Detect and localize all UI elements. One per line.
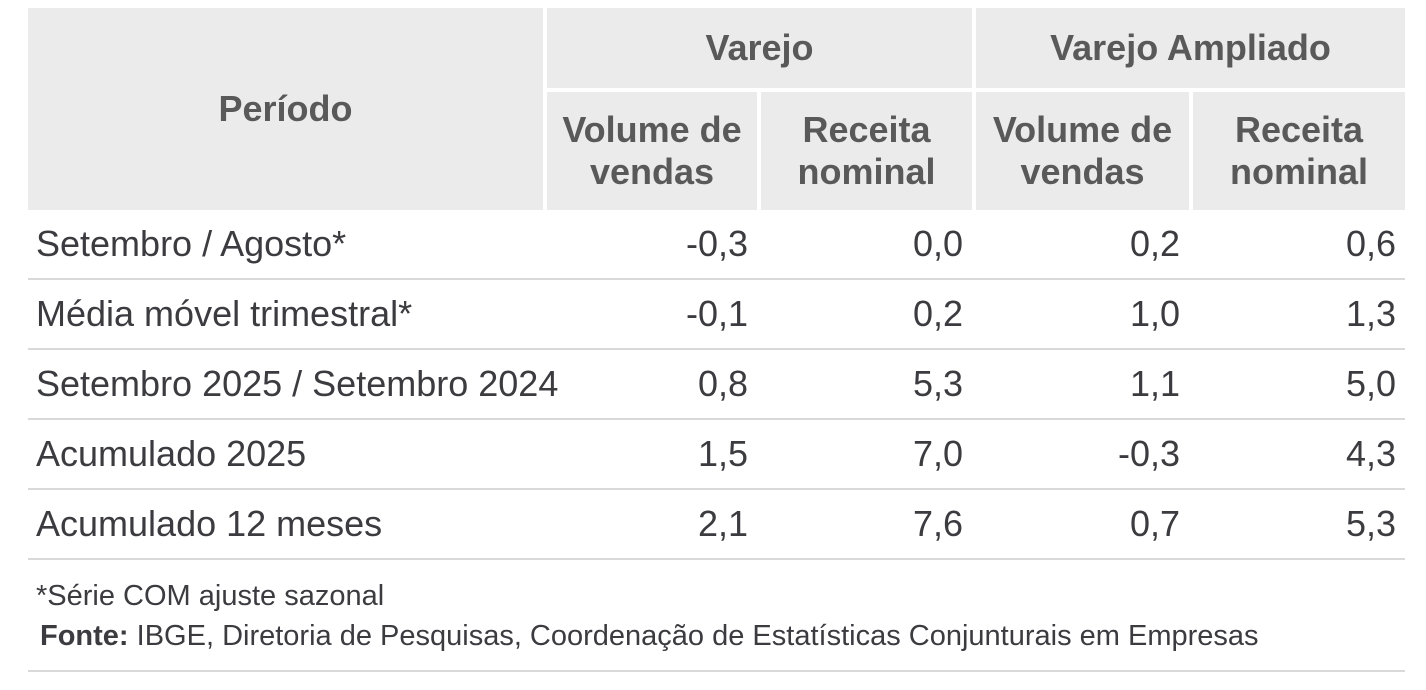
table-row: Média móvel trimestral* -0,1 0,2 1,0 1,3: [28, 280, 1405, 350]
row-label: Setembro / Agosto*: [36, 223, 347, 264]
header-group-varejo: Varejo: [547, 8, 972, 88]
cell-value: 1,0: [1129, 293, 1180, 334]
cell-value: 1,5: [697, 433, 748, 474]
cell-value: 7,0: [912, 433, 963, 474]
cell-value: 0,8: [697, 363, 748, 404]
cell-value: 0,7: [1129, 503, 1180, 544]
source-line: Fonte: IBGE, Diretoria de Pesquisas, Coo…: [36, 616, 1405, 656]
cell-value: 5,3: [1345, 503, 1396, 544]
retail-statistics-table: Período Varejo Varejo Ampliado Volume de…: [28, 8, 1405, 672]
table-row: Acumulado 12 meses 2,1 7,6 0,7 5,3: [28, 490, 1405, 560]
table-row: Setembro 2025 / Setembro 2024 0,8 5,3 1,…: [28, 350, 1405, 420]
cell-value: 7,6: [912, 503, 963, 544]
cell-value: 2,1: [697, 503, 748, 544]
table-header: Período Varejo Varejo Ampliado Volume de…: [28, 8, 1405, 210]
cell-value: 0,2: [1129, 223, 1180, 264]
header-cell-period: Período: [28, 8, 543, 210]
cell-value: -0,1: [685, 293, 748, 334]
header-group-varejo-ampliado: Varejo Ampliado: [976, 8, 1405, 88]
cell-value: 1,1: [1129, 363, 1180, 404]
header-cell-ampliado-receita: Receita nominal: [1193, 92, 1405, 210]
header-cell-varejo-receita: Receita nominal: [761, 92, 972, 210]
table-row: Acumulado 2025 1,5 7,0 -0,3 4,3: [28, 420, 1405, 490]
cell-value: -0,3: [685, 223, 748, 264]
cell-value: 0,6: [1345, 223, 1396, 264]
header-cell-ampliado-volume: Volume de vendas: [976, 92, 1189, 210]
row-label: Setembro 2025 / Setembro 2024: [36, 363, 559, 404]
cell-value: 4,3: [1345, 433, 1396, 474]
cell-value: -0,3: [1117, 433, 1180, 474]
cell-value: 1,3: [1345, 293, 1396, 334]
cell-value: 0,2: [912, 293, 963, 334]
source-label: Fonte:: [40, 620, 129, 652]
table-row: Setembro / Agosto* -0,3 0,0 0,2 0,6: [28, 210, 1405, 280]
row-label: Acumulado 2025: [36, 433, 307, 474]
source-text: IBGE, Diretoria de Pesquisas, Coordenaçã…: [128, 620, 1259, 652]
table-footnotes: *Série COM ajuste sazonal Fonte: IBGE, D…: [28, 560, 1405, 672]
seasonal-adjustment-note: *Série COM ajuste sazonal: [36, 580, 385, 612]
row-label: Acumulado 12 meses: [36, 503, 383, 544]
cell-value: 5,0: [1345, 363, 1396, 404]
cell-value: 5,3: [912, 363, 963, 404]
cell-value: 0,0: [912, 223, 963, 264]
header-cell-varejo-volume: Volume de vendas: [547, 92, 757, 210]
row-label: Média móvel trimestral*: [36, 293, 413, 334]
